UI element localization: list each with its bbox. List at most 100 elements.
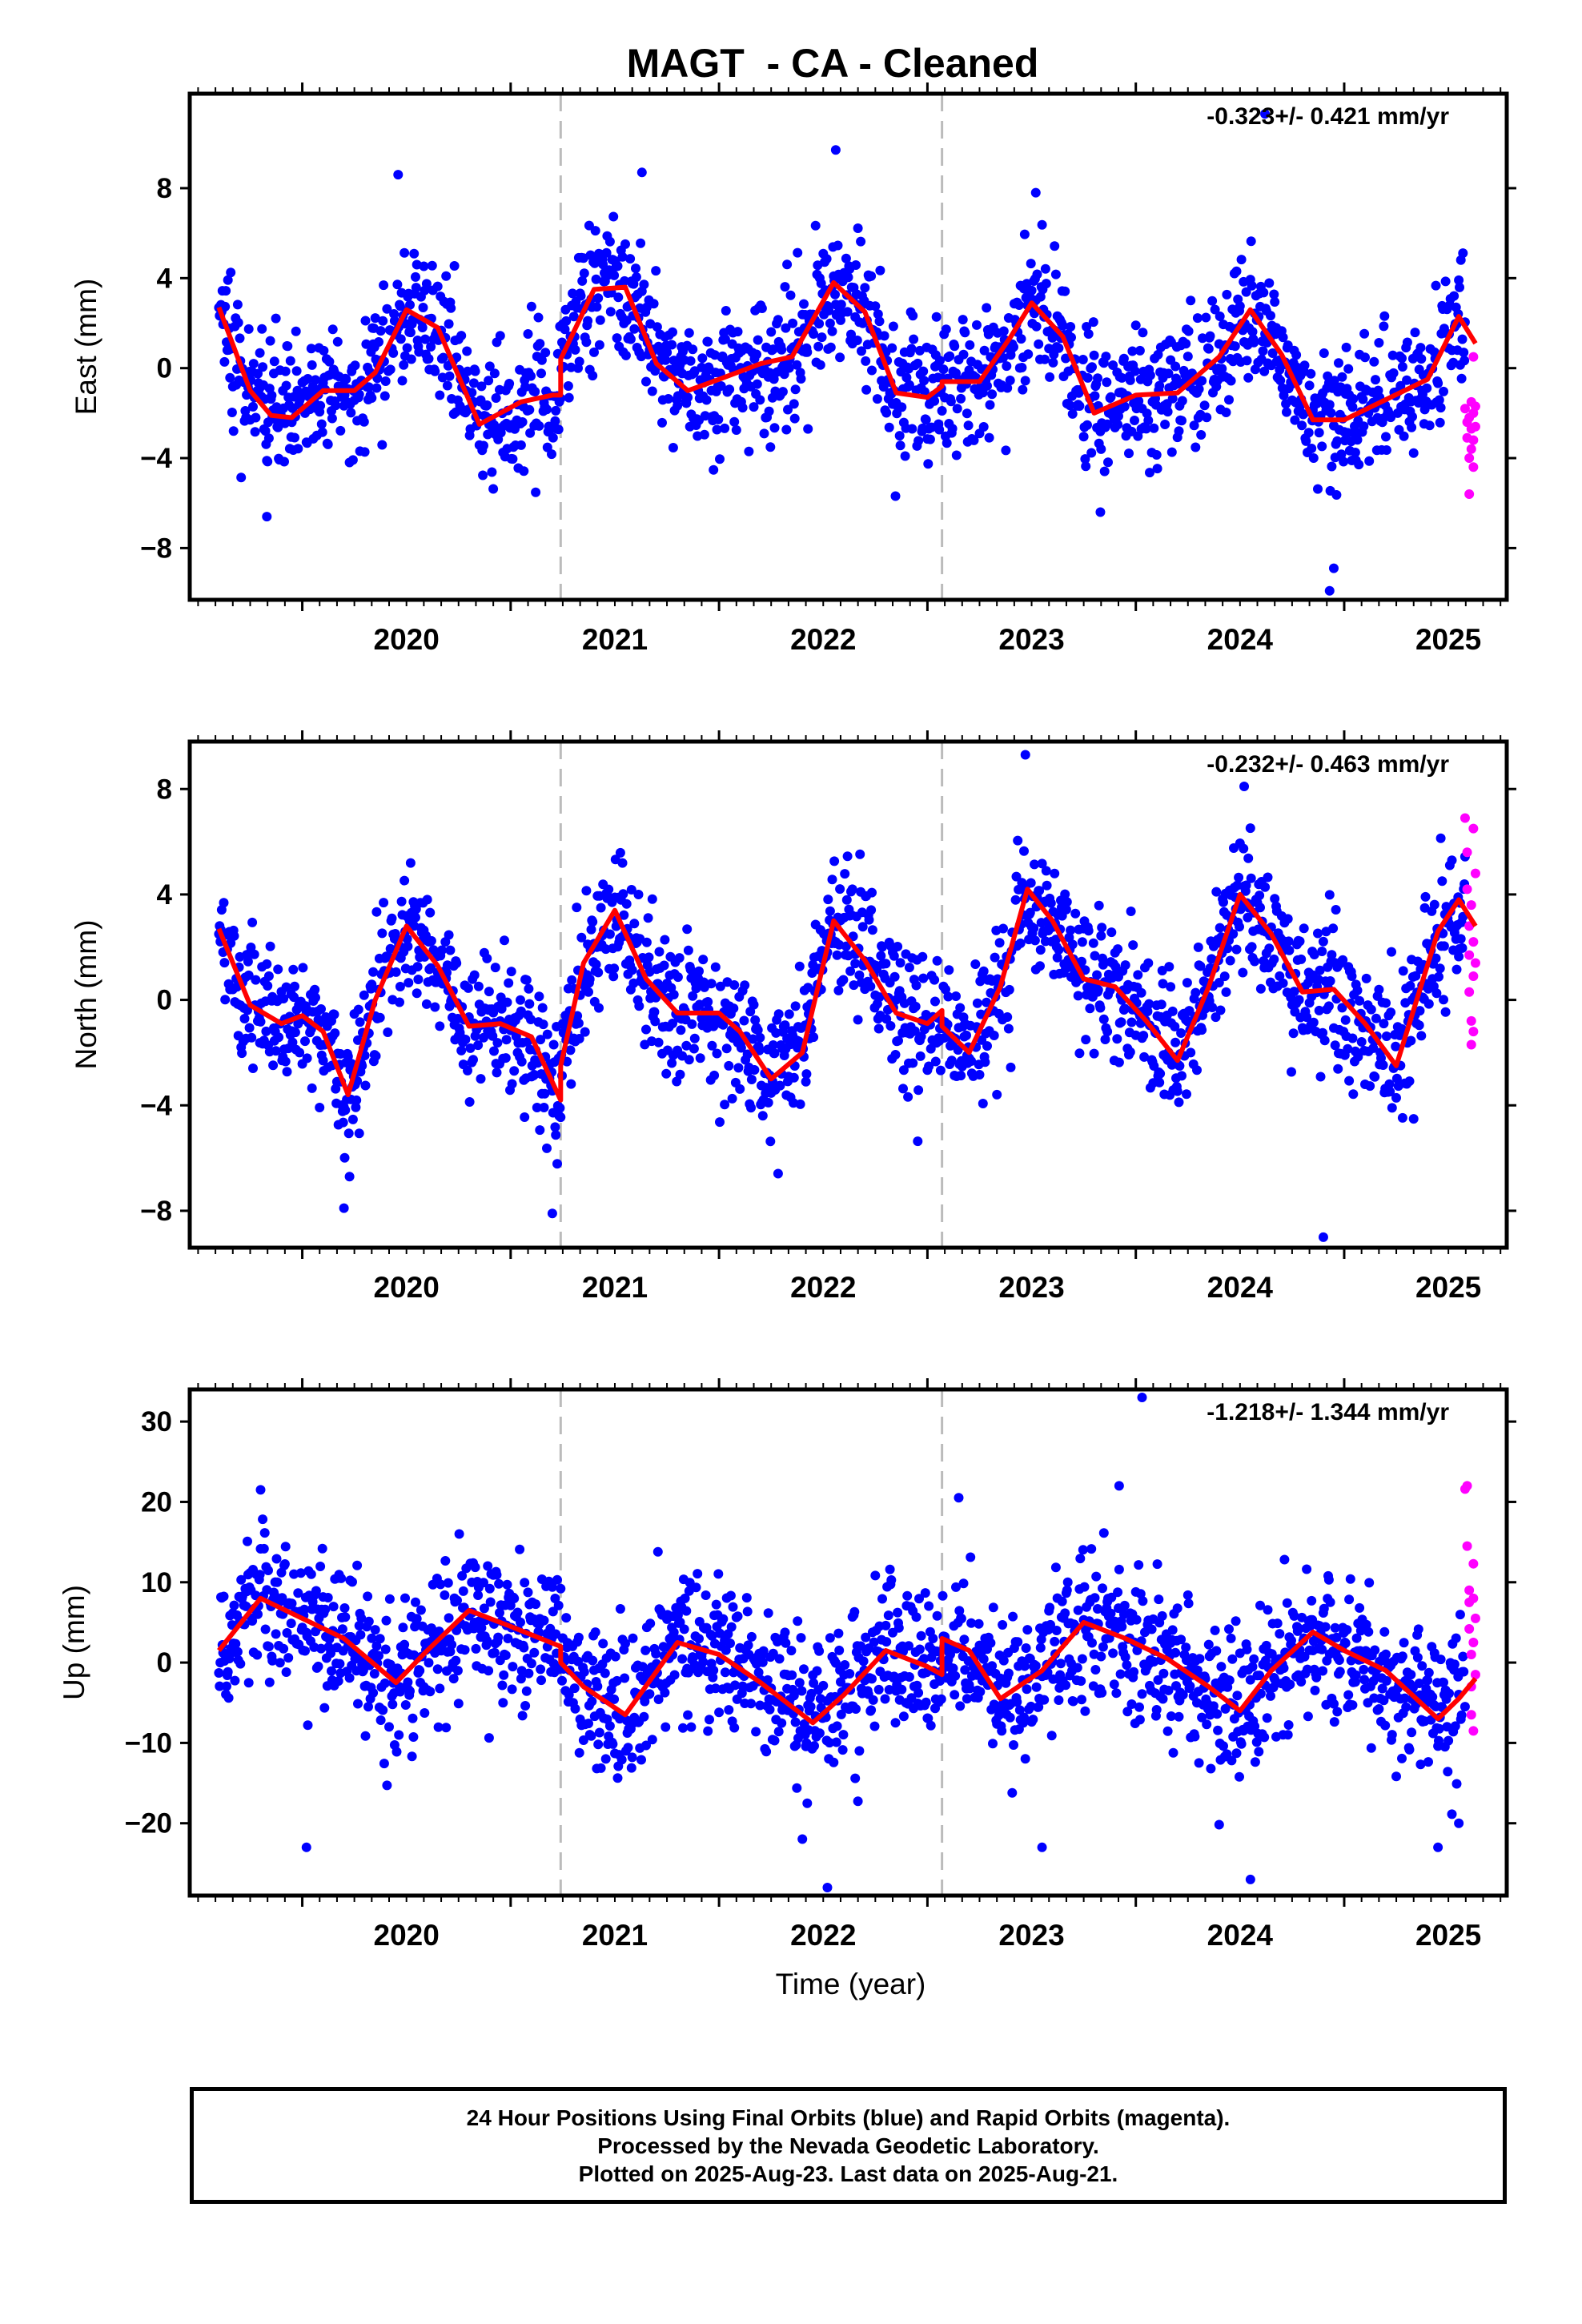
final-point — [310, 984, 320, 995]
final-point — [707, 1630, 717, 1641]
final-point — [686, 1722, 697, 1732]
final-point — [1050, 1636, 1060, 1647]
final-point — [556, 1112, 566, 1123]
final-point — [621, 899, 632, 909]
final-point — [951, 1582, 961, 1592]
final-point — [271, 313, 281, 324]
final-point — [535, 1125, 545, 1136]
final-point — [1013, 835, 1023, 846]
final-point — [1433, 378, 1443, 388]
final-point — [595, 315, 605, 325]
final-point — [1125, 375, 1135, 385]
final-point — [590, 226, 600, 236]
final-point — [1454, 275, 1464, 285]
final-point — [1022, 1625, 1033, 1635]
final-point — [267, 1655, 278, 1666]
final-point — [220, 301, 231, 312]
final-point — [982, 380, 992, 391]
final-point — [542, 1029, 552, 1039]
final-point — [248, 359, 259, 369]
final-point — [1404, 1076, 1415, 1087]
final-point — [1019, 229, 1030, 239]
final-point — [752, 379, 762, 389]
final-point — [733, 327, 743, 337]
final-point — [1034, 886, 1045, 896]
final-point — [293, 1588, 303, 1598]
final-point — [934, 424, 945, 435]
final-point — [280, 1542, 291, 1552]
final-point — [411, 912, 420, 923]
final-point — [746, 1075, 757, 1084]
final-point — [1431, 280, 1441, 291]
model-fit-line — [216, 887, 1478, 1103]
final-point — [572, 903, 582, 913]
final-point — [1149, 423, 1159, 433]
final-point — [895, 958, 905, 968]
final-point — [874, 992, 885, 1003]
final-point — [1385, 1087, 1395, 1097]
final-point — [718, 1614, 729, 1624]
final-orbit-points — [214, 1393, 1470, 1892]
final-point — [469, 970, 480, 980]
final-point — [1054, 343, 1064, 353]
final-point — [509, 1066, 520, 1076]
final-point — [408, 1713, 418, 1723]
final-point — [795, 1099, 805, 1109]
final-point — [343, 1128, 354, 1139]
final-point — [553, 424, 564, 435]
final-point — [324, 1634, 335, 1644]
final-point — [1062, 897, 1072, 907]
final-point — [250, 427, 260, 437]
final-point — [984, 432, 994, 443]
final-point — [535, 339, 545, 349]
final-point — [786, 1646, 797, 1656]
final-point — [1020, 376, 1030, 386]
final-point — [980, 1057, 990, 1068]
final-point — [1177, 416, 1186, 426]
final-point — [244, 1023, 255, 1033]
final-point — [897, 402, 907, 412]
final-point — [561, 1613, 572, 1623]
final-point — [792, 360, 802, 370]
final-point — [1304, 380, 1315, 391]
final-point — [501, 1035, 512, 1045]
final-point — [424, 1658, 434, 1668]
final-point — [729, 1723, 740, 1733]
final-point — [492, 1038, 503, 1048]
final-point — [1289, 987, 1299, 997]
final-point — [1166, 447, 1177, 457]
final-point — [1337, 372, 1347, 382]
final-point — [577, 275, 588, 286]
final-point — [399, 360, 409, 370]
final-point — [272, 1577, 283, 1587]
final-point — [494, 1578, 504, 1589]
final-point — [1078, 355, 1088, 364]
final-point — [596, 903, 606, 913]
final-point — [998, 326, 1009, 336]
final-point — [484, 376, 494, 386]
final-point — [490, 963, 500, 973]
final-point — [904, 1672, 914, 1682]
final-point — [827, 875, 837, 885]
rate-label: -0.232+/- 0.463 mm/yr — [1207, 751, 1449, 778]
final-point — [604, 929, 615, 939]
final-point — [293, 444, 303, 454]
final-point — [1439, 995, 1448, 1005]
final-point — [917, 951, 928, 962]
final-point — [675, 1617, 685, 1627]
final-point — [526, 1015, 536, 1024]
final-point — [769, 1048, 780, 1059]
final-point — [841, 895, 852, 905]
final-point — [523, 329, 533, 339]
final-point — [392, 279, 403, 290]
final-point — [691, 1582, 701, 1593]
final-point — [1344, 1076, 1355, 1086]
final-point — [703, 997, 713, 1007]
final-point — [507, 1684, 517, 1695]
final-point — [1118, 353, 1129, 364]
y-tick-label: 0 — [157, 985, 172, 1016]
final-point — [1207, 1003, 1218, 1012]
final-point — [1214, 978, 1224, 987]
final-point — [1374, 984, 1384, 995]
final-point — [647, 894, 657, 904]
